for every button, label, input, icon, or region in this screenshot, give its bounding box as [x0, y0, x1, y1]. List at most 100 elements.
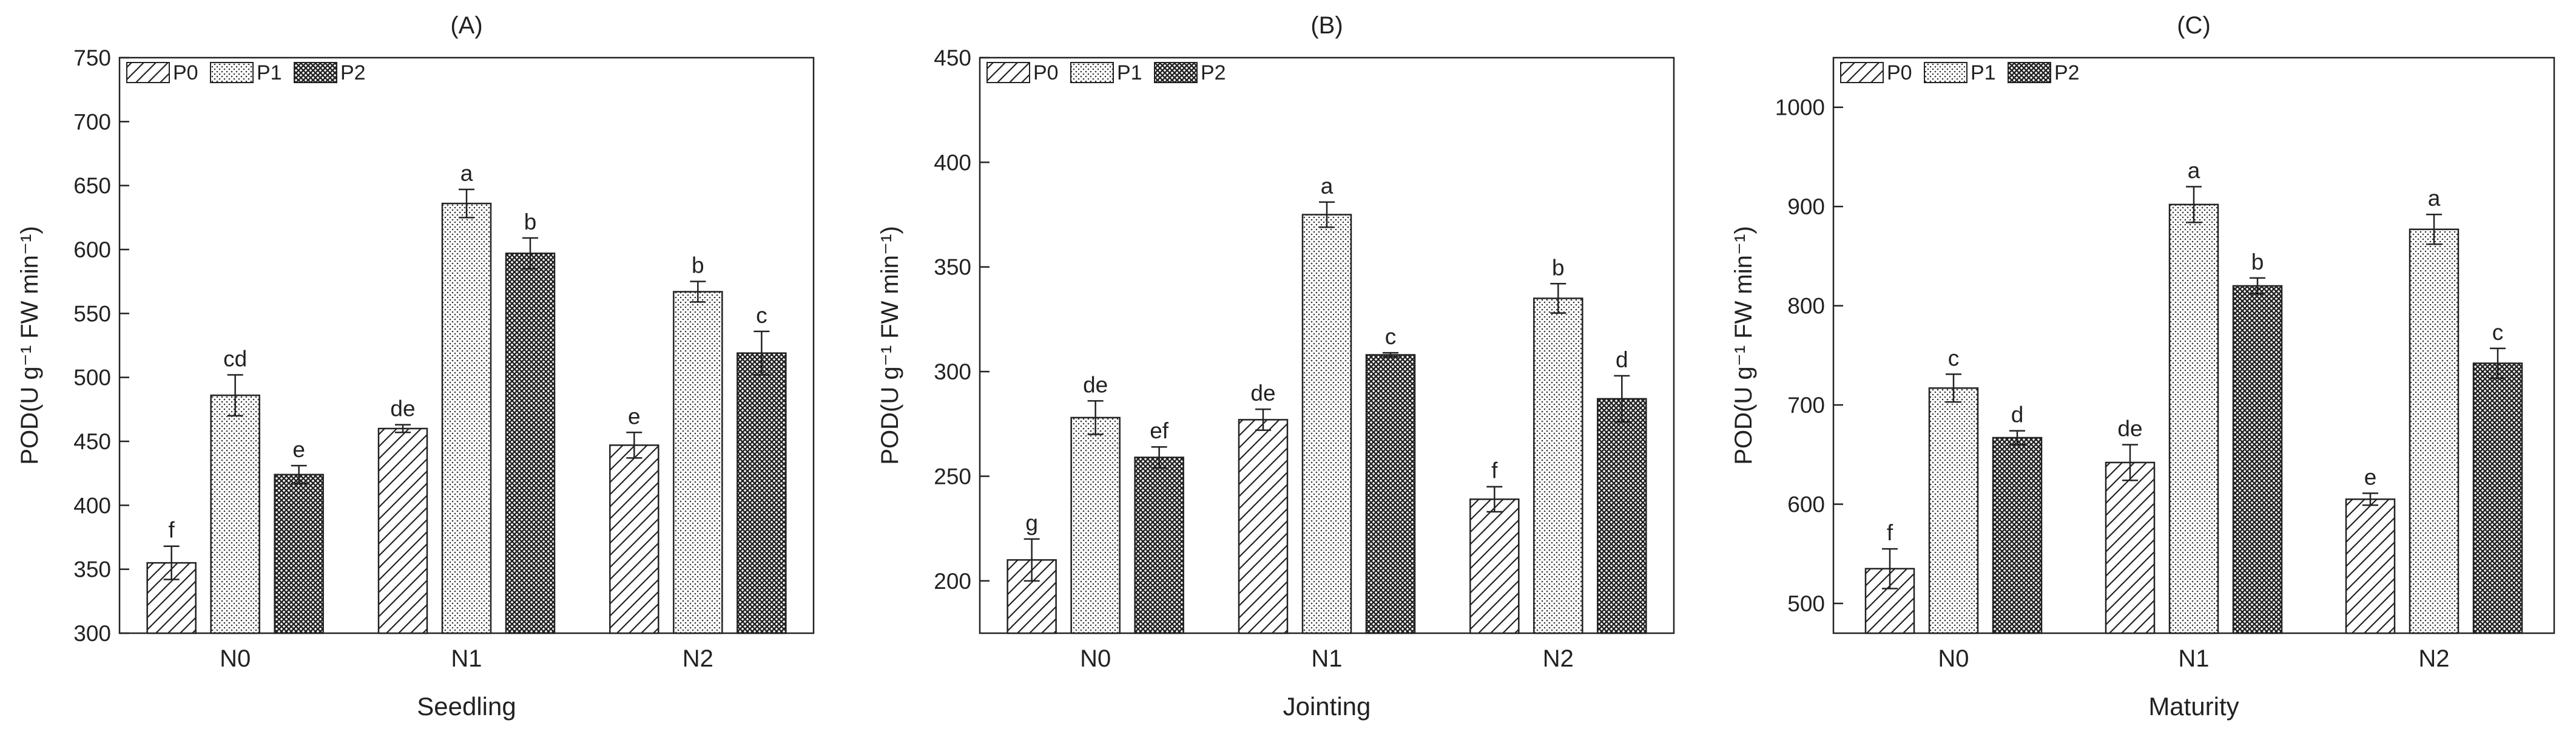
legend-label-p2: P2	[340, 61, 366, 84]
bar-p0-n2	[1469, 498, 1520, 634]
significance-letter: e	[628, 404, 641, 429]
bar-p0-n1	[1238, 419, 1289, 634]
significance-letter: f	[1887, 520, 1893, 545]
y-tick-label: 250	[934, 464, 971, 489]
bar-p2-n1	[505, 253, 556, 634]
significance-letter: ef	[1150, 418, 1169, 443]
chart-title: (A)	[450, 12, 482, 39]
y-tick-label: 550	[73, 301, 111, 326]
bar-p0-n1	[377, 427, 428, 634]
y-tick-label: 700	[1787, 393, 1825, 418]
chart-title: (B)	[1310, 12, 1343, 39]
y-tick-label: 450	[73, 429, 111, 454]
significance-letter: d	[1616, 347, 1628, 372]
significance-letter: b	[2251, 250, 2264, 274]
bar-p1-n0	[1928, 387, 1979, 634]
legend-swatch-p2	[2008, 62, 2051, 83]
bar-p0-n2	[2345, 498, 2396, 634]
x-tick-label: N2	[2418, 645, 2449, 672]
chart-panel-1: (A) 300 350 400 450 500 550 600 650 700 750 POD(U g…	[16, 12, 815, 721]
chart-panel-2: (B) 200 250 300 350 400 450 POD(U g⁻¹ FW min⁻¹)…	[877, 12, 1675, 721]
bar-p0-n2	[609, 444, 659, 634]
bar-p2-n2	[2472, 362, 2523, 634]
legend-label-p0: P0	[1033, 61, 1059, 84]
x-tick-label: N2	[683, 645, 713, 672]
legend-label-p1: P1	[1117, 61, 1142, 84]
y-tick-label: 600	[73, 237, 111, 262]
x-tick-label: N0	[1938, 645, 1969, 672]
bar-p2-n1	[2232, 285, 2283, 634]
legend-label-p0: P0	[1887, 61, 1912, 84]
bar-p0-n1	[2105, 461, 2156, 634]
significance-letter: b	[1552, 255, 1565, 280]
significance-letter: g	[1025, 511, 1038, 535]
y-tick-label: 700	[73, 109, 111, 134]
legend-swatch-p2	[294, 62, 337, 83]
significance-letter: cd	[223, 346, 247, 371]
legend-swatch-p1	[1070, 62, 1114, 83]
legend-swatch-p0	[986, 62, 1030, 83]
y-tick-label: 400	[73, 493, 111, 518]
y-tick-label: 900	[1787, 194, 1825, 219]
y-tick-label: 1000	[1775, 95, 1825, 120]
significance-letter: e	[2364, 465, 2377, 490]
chart-panel-3: (C) 500 600 700 800 900 1000 POD(U g⁻¹ FW min⁻¹…	[1730, 12, 2555, 721]
bar-p2-n0	[1992, 436, 2043, 634]
bar-p1-n1	[441, 202, 492, 634]
y-axis-label: POD(U g⁻¹ FW min⁻¹)	[16, 226, 43, 464]
significance-letter: c	[2492, 320, 2504, 345]
legend-label-p2: P2	[1201, 61, 1226, 84]
significance-letter: b	[692, 253, 704, 278]
legend-swatch-p0	[1840, 62, 1884, 83]
bar-p1-n2	[2409, 228, 2460, 634]
bar-p1-n0	[210, 394, 260, 634]
legend-swatch-p2	[1154, 62, 1198, 83]
y-tick-label: 450	[934, 46, 971, 70]
y-axis-label: POD(U g⁻¹ FW min⁻¹)	[877, 226, 903, 464]
x-tick-label: N0	[1080, 645, 1111, 672]
y-tick-label: 500	[1787, 591, 1825, 616]
bar-p2-n2	[737, 352, 787, 634]
significance-letter: c	[756, 303, 767, 328]
legend-label-p1: P1	[257, 61, 282, 84]
y-tick-label: 650	[73, 174, 111, 199]
legend-label-p1: P1	[1971, 61, 1996, 84]
x-tick-label: N1	[451, 645, 482, 672]
significance-letter: e	[292, 437, 305, 462]
significance-letter: b	[524, 209, 537, 234]
significance-letter: f	[1491, 458, 1498, 483]
bar-p2-n1	[1365, 354, 1416, 634]
y-tick-label: 300	[934, 359, 971, 384]
legend-swatch-p0	[126, 62, 170, 83]
bar-p1-n1	[1301, 214, 1352, 634]
y-tick-label: 200	[934, 569, 971, 594]
significance-letter: de	[2117, 416, 2142, 441]
significance-letter: d	[2011, 402, 2024, 427]
x-tick-label: N1	[1311, 645, 1342, 672]
y-tick-label: 600	[1787, 492, 1825, 517]
bar-p1-n0	[1070, 416, 1121, 634]
significance-letter: a	[2428, 186, 2441, 211]
x-axis-label: Jointing	[1283, 692, 1371, 721]
bar-p1-n2	[673, 291, 723, 634]
legend-label-p2: P2	[2054, 61, 2080, 84]
significance-letter: a	[2188, 158, 2200, 183]
bar-p1-n2	[1533, 297, 1583, 634]
bar-p2-n2	[1597, 398, 1647, 634]
chart-title: (C)	[2177, 12, 2211, 39]
y-tick-label: 750	[73, 46, 111, 70]
bar-p1-n1	[2168, 203, 2219, 634]
y-tick-label: 400	[934, 150, 971, 175]
y-axis-label: POD(U g⁻¹ FW min⁻¹)	[1730, 226, 1757, 464]
x-axis-label: Seedling	[417, 692, 516, 721]
legend-swatch-p1	[210, 62, 254, 83]
legend-swatch-p1	[1924, 62, 1967, 83]
significance-letter: c	[1948, 345, 1960, 370]
significance-letter: de	[390, 396, 415, 421]
y-tick-label: 800	[1787, 294, 1825, 319]
x-tick-label: N0	[220, 645, 251, 672]
significance-letter: a	[1321, 174, 1334, 199]
y-tick-label: 300	[73, 621, 111, 646]
x-tick-label: N1	[2178, 645, 2209, 672]
